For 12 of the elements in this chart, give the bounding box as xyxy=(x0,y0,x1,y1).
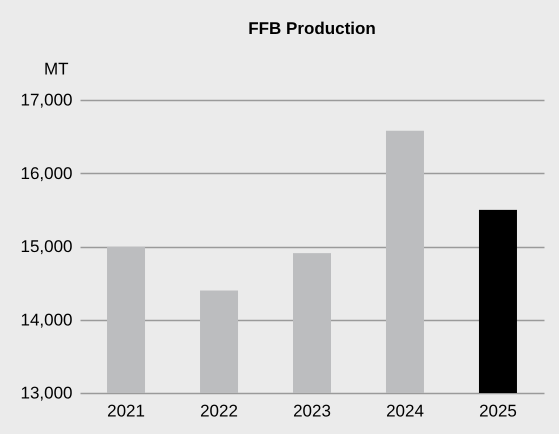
x-tick-label: 2023 xyxy=(293,402,331,420)
x-tick-label: 2022 xyxy=(200,402,238,420)
y-tick-label: 13,000 xyxy=(20,384,72,402)
y-tick-label: 16,000 xyxy=(20,164,72,183)
y-tick-label: 14,000 xyxy=(20,310,72,330)
chart-title: FFB Production xyxy=(248,19,376,38)
x-tick-label: 2024 xyxy=(386,402,424,420)
x-tick-label: 2021 xyxy=(107,402,145,420)
y-axis-title: MT xyxy=(44,60,68,78)
x-tick-label: 2025 xyxy=(479,402,517,420)
y-tick-label: 15,000 xyxy=(20,237,72,256)
y-tick-label: 17,000 xyxy=(20,90,72,110)
